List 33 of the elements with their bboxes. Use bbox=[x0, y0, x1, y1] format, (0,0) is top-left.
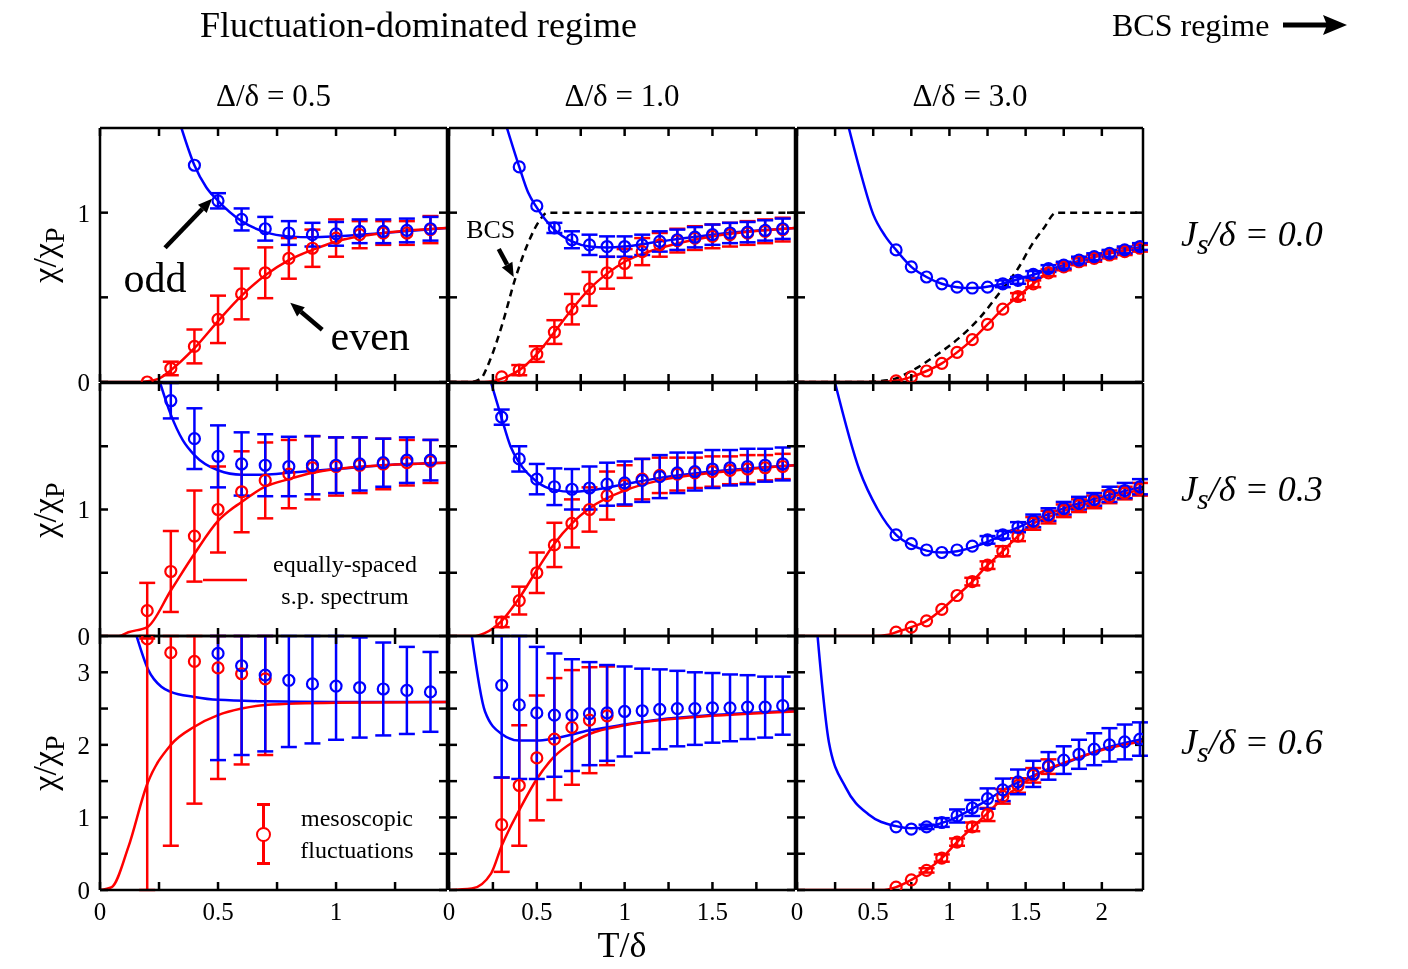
x-tick-label: 2 bbox=[1095, 897, 1109, 925]
annotation: even bbox=[329, 311, 411, 361]
y-tick-label: 3 bbox=[77, 659, 90, 687]
x-tick-label: 0 bbox=[442, 897, 456, 925]
x-tick-label: 1.5 bbox=[1010, 897, 1042, 925]
y-tick-label: 0 bbox=[77, 876, 90, 904]
chart-title: Δ/δ = 1.0 bbox=[563, 78, 681, 114]
y-tick-label: 1 bbox=[77, 199, 90, 227]
text: BCS regime bbox=[1112, 6, 1270, 44]
legend-label: equally-spaced s.p. spectrum bbox=[272, 550, 418, 611]
y2-axis-title: J$_{s}$/δ = 0.3 bbox=[1181, 467, 1323, 516]
x-tick-label: 1 bbox=[943, 897, 956, 925]
annotation: BCS bbox=[465, 214, 517, 246]
y2-axis-title: J$_{s}$/δ = 0.0 bbox=[1181, 213, 1323, 262]
x-tick-label: 1 bbox=[618, 897, 631, 925]
x-tick-label: 1.5 bbox=[696, 897, 729, 925]
x-tick-label: 0.5 bbox=[202, 897, 234, 925]
x-tick-label: 1 bbox=[329, 897, 343, 925]
y-tick-label: 2 bbox=[77, 731, 90, 759]
chart-title: Δ/δ = 0.5 bbox=[215, 78, 332, 114]
x-tick-label: 0.5 bbox=[857, 897, 889, 925]
legend-label: mesoscopic fluctuations bbox=[299, 804, 415, 865]
text: Fluctuation-dominated regime bbox=[200, 4, 637, 46]
y-tick-label: 0 bbox=[77, 622, 90, 650]
x-tick-label: 0.5 bbox=[521, 897, 553, 925]
y-tick-label: 1 bbox=[77, 496, 90, 524]
x-axis-title: T/δ bbox=[596, 924, 648, 966]
y-tick-label: 1 bbox=[77, 804, 90, 832]
chart-title: Δ/δ = 3.0 bbox=[911, 78, 1029, 114]
x-tick-label: 0 bbox=[790, 897, 804, 925]
annotation: odd bbox=[122, 253, 188, 303]
y-tick-label: 0 bbox=[77, 368, 90, 396]
y2-axis-title: J$_{s}$/δ = 0.6 bbox=[1181, 721, 1323, 770]
